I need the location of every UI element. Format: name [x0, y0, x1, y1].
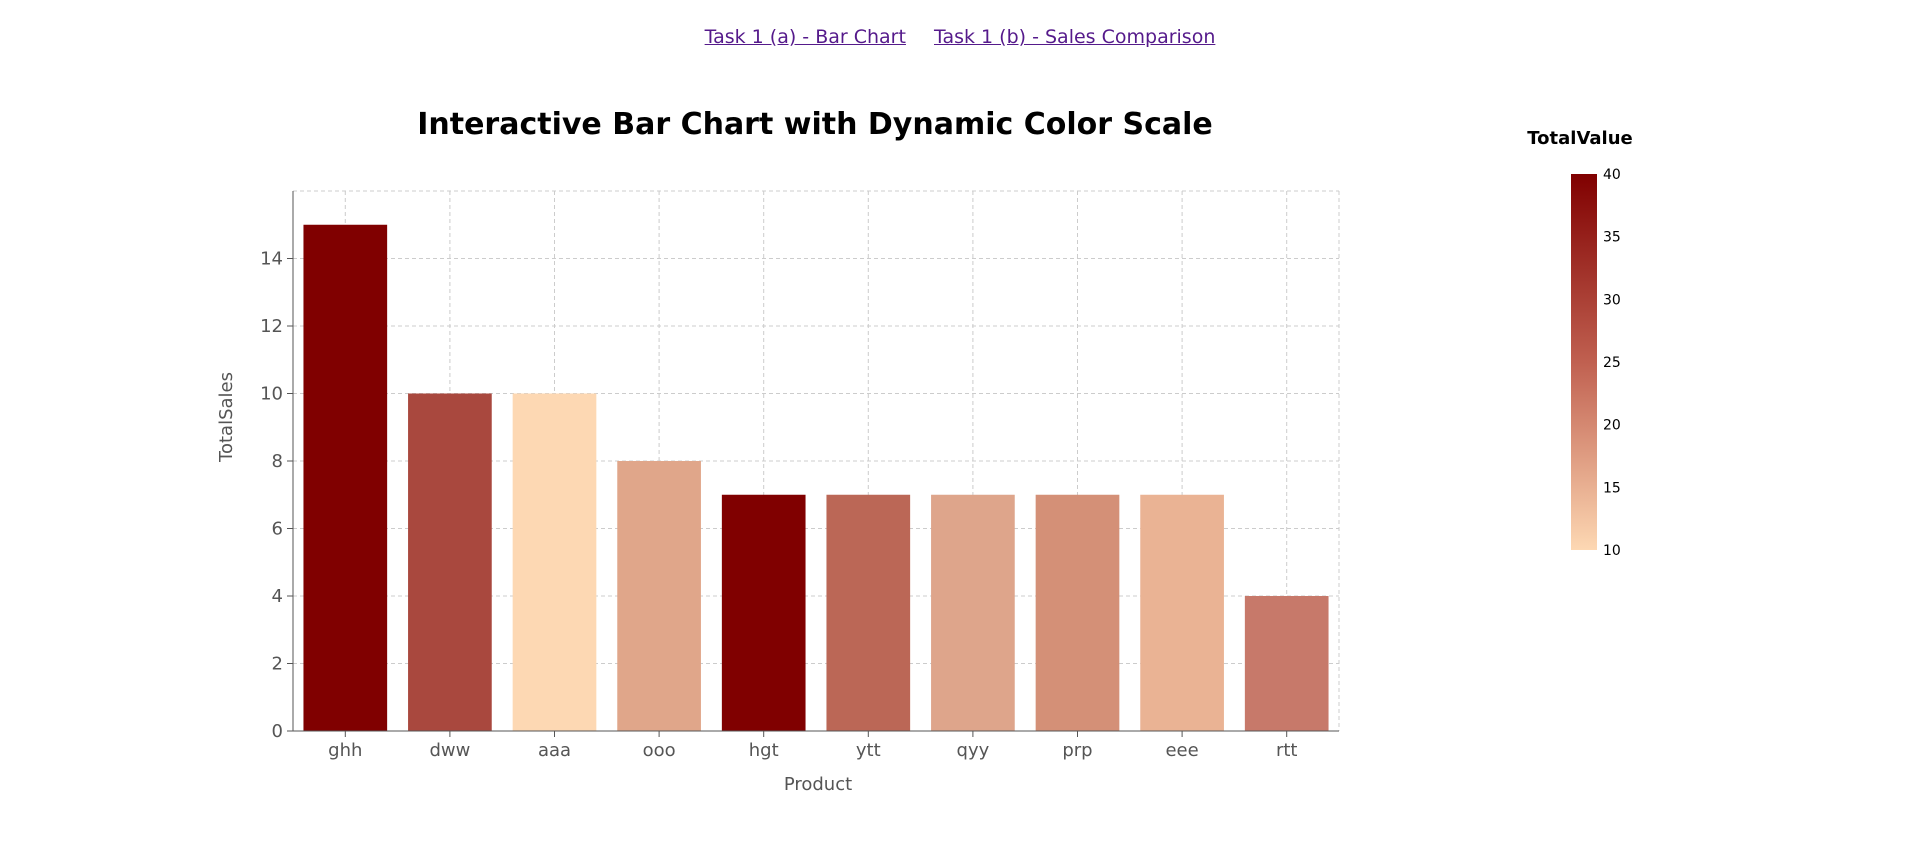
bar-ghh [303, 224, 388, 731]
x-tick-label: qyy [957, 740, 990, 761]
x-tick-label: ytt [856, 740, 881, 761]
legend-tick-label: 20 [1603, 418, 1621, 434]
legend-ticks: 10 15 20 25 30 35 40 [1603, 167, 1621, 559]
y-tick-label: 10 [260, 384, 283, 405]
bars [303, 224, 1329, 731]
bar-prp [1035, 494, 1120, 731]
bar-hgt [721, 494, 806, 731]
x-axis-label: Product [784, 774, 852, 795]
bar-eee [1140, 494, 1224, 731]
nav-link-bar-chart[interactable]: Task 1 (a) - Bar Chart [704, 26, 906, 48]
x-axis: ghh dww aaa ooo hgt ytt qyy prp eee rtt [293, 730, 1339, 761]
legend-tick-label: 10 [1603, 543, 1621, 559]
y-axis: 0 2 4 6 8 10 12 14 [260, 191, 294, 742]
y-tick-label: 2 [272, 654, 283, 675]
bar-ytt [826, 494, 911, 731]
legend-title: TotalValue [1527, 128, 1632, 149]
y-tick-label: 6 [272, 519, 283, 540]
nav-links: Task 1 (a) - Bar Chart Task 1 (b) - Sale… [0, 26, 1920, 48]
legend-tick-label: 40 [1603, 167, 1621, 183]
legend-tick-label: 30 [1603, 292, 1621, 308]
legend-tick-label: 15 [1603, 480, 1621, 496]
x-tick-label: ooo [643, 740, 676, 761]
bar-aaa [512, 393, 597, 731]
bar-ooo [617, 461, 701, 731]
nav-link-sales-comparison[interactable]: Task 1 (b) - Sales Comparison [934, 26, 1216, 48]
x-tick-label: eee [1165, 740, 1198, 761]
legend-color-bar [1571, 174, 1597, 550]
x-tick-label: hgt [749, 740, 779, 761]
x-tick-label: dww [429, 740, 470, 761]
x-tick-label: aaa [538, 740, 571, 761]
bar-rtt [1244, 596, 1329, 731]
y-tick-label: 4 [272, 586, 283, 607]
y-tick-label: 0 [272, 721, 283, 742]
x-tick-label: rtt [1276, 740, 1298, 761]
y-tick-label: 12 [260, 316, 283, 337]
legend-tick-label: 35 [1603, 230, 1621, 246]
chart-title: Interactive Bar Chart with Dynamic Color… [417, 107, 1213, 142]
legend-tick-label: 25 [1603, 355, 1621, 371]
bar-qyy [931, 494, 1015, 731]
y-tick-label: 14 [260, 249, 283, 270]
x-tick-label: ghh [328, 740, 362, 761]
bar-dww [408, 393, 492, 731]
y-axis-label: TotalSales [216, 372, 237, 463]
color-legend: TotalValue 10 15 20 25 30 35 40 [1527, 128, 1632, 559]
y-tick-label: 8 [272, 451, 283, 472]
x-tick-label: prp [1062, 740, 1092, 761]
